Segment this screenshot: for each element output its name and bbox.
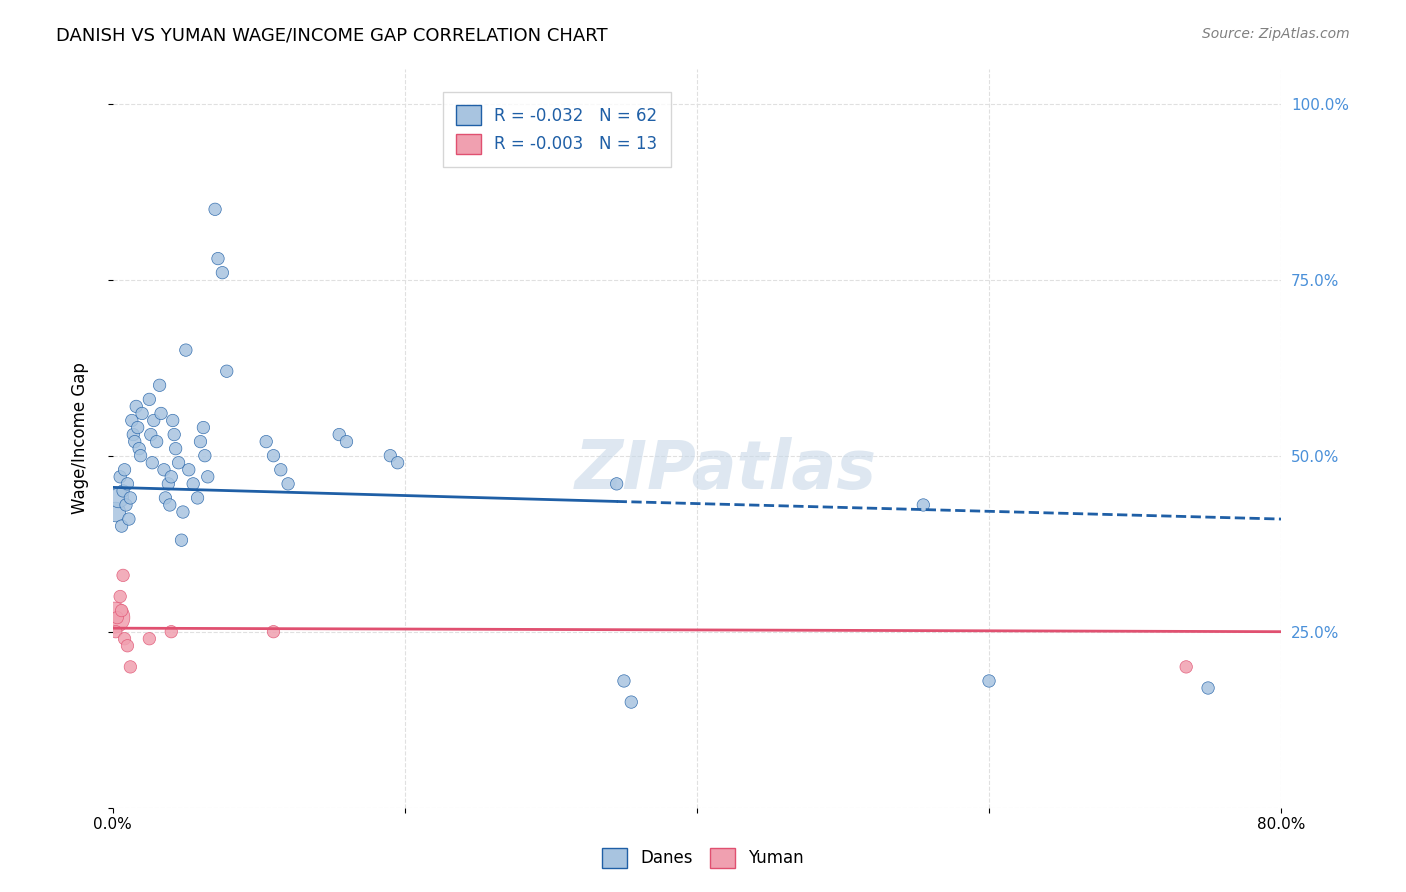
- Point: [127, 420, 149, 434]
- Point: [118, 512, 141, 526]
- Point: [120, 491, 142, 505]
- Text: ZIPatlas: ZIPatlas: [575, 437, 877, 503]
- Point: [177, 463, 200, 477]
- Point: [263, 449, 285, 463]
- Point: [148, 378, 170, 392]
- Legend: R = -0.032   N = 62, R = -0.003   N = 13: R = -0.032 N = 62, R = -0.003 N = 13: [443, 92, 671, 168]
- Point: [977, 673, 1000, 688]
- Point: [167, 456, 190, 470]
- Point: [174, 343, 197, 357]
- Point: [117, 639, 139, 653]
- Point: [211, 266, 233, 280]
- Point: [114, 632, 136, 646]
- Point: [190, 434, 212, 449]
- Point: [125, 400, 148, 414]
- Point: [104, 624, 127, 639]
- Point: [197, 470, 219, 484]
- Point: [122, 427, 145, 442]
- Point: [165, 442, 187, 456]
- Point: [108, 470, 131, 484]
- Point: [129, 449, 152, 463]
- Point: [107, 491, 129, 505]
- Point: [104, 505, 127, 519]
- Point: [263, 624, 285, 639]
- Point: [153, 463, 176, 477]
- Point: [620, 695, 643, 709]
- Point: [138, 632, 160, 646]
- Point: [1175, 660, 1198, 674]
- Point: [335, 434, 357, 449]
- Point: [162, 413, 184, 427]
- Text: Source: ZipAtlas.com: Source: ZipAtlas.com: [1202, 27, 1350, 41]
- Point: [124, 434, 146, 449]
- Point: [160, 470, 183, 484]
- Point: [194, 449, 217, 463]
- Point: [112, 483, 135, 498]
- Point: [120, 660, 142, 674]
- Point: [328, 427, 350, 442]
- Point: [117, 476, 139, 491]
- Y-axis label: Wage/Income Gap: Wage/Income Gap: [72, 362, 89, 514]
- Point: [159, 498, 181, 512]
- Point: [155, 491, 177, 505]
- Point: [254, 434, 277, 449]
- Point: [172, 505, 194, 519]
- Point: [112, 568, 135, 582]
- Point: [207, 252, 229, 266]
- Point: [108, 590, 131, 604]
- Point: [110, 603, 132, 617]
- Point: [141, 456, 163, 470]
- Point: [187, 491, 209, 505]
- Point: [145, 434, 167, 449]
- Point: [1197, 681, 1219, 695]
- Point: [128, 442, 150, 456]
- Point: [121, 413, 143, 427]
- Text: DANISH VS YUMAN WAGE/INCOME GAP CORRELATION CHART: DANISH VS YUMAN WAGE/INCOME GAP CORRELAT…: [56, 27, 607, 45]
- Point: [115, 498, 138, 512]
- Point: [270, 463, 292, 477]
- Point: [139, 427, 162, 442]
- Point: [215, 364, 238, 378]
- Point: [387, 456, 409, 470]
- Point: [181, 476, 204, 491]
- Point: [103, 610, 125, 624]
- Point: [105, 610, 128, 624]
- Point: [277, 476, 299, 491]
- Point: [163, 427, 186, 442]
- Point: [138, 392, 160, 407]
- Point: [912, 498, 935, 512]
- Point: [606, 476, 628, 491]
- Point: [160, 624, 183, 639]
- Point: [613, 673, 636, 688]
- Point: [193, 420, 215, 434]
- Point: [114, 463, 136, 477]
- Point: [150, 407, 173, 421]
- Point: [110, 519, 132, 533]
- Point: [131, 407, 153, 421]
- Legend: Danes, Yuman: Danes, Yuman: [596, 841, 810, 875]
- Point: [170, 533, 193, 548]
- Point: [380, 449, 402, 463]
- Point: [142, 413, 165, 427]
- Point: [157, 476, 180, 491]
- Point: [204, 202, 226, 217]
